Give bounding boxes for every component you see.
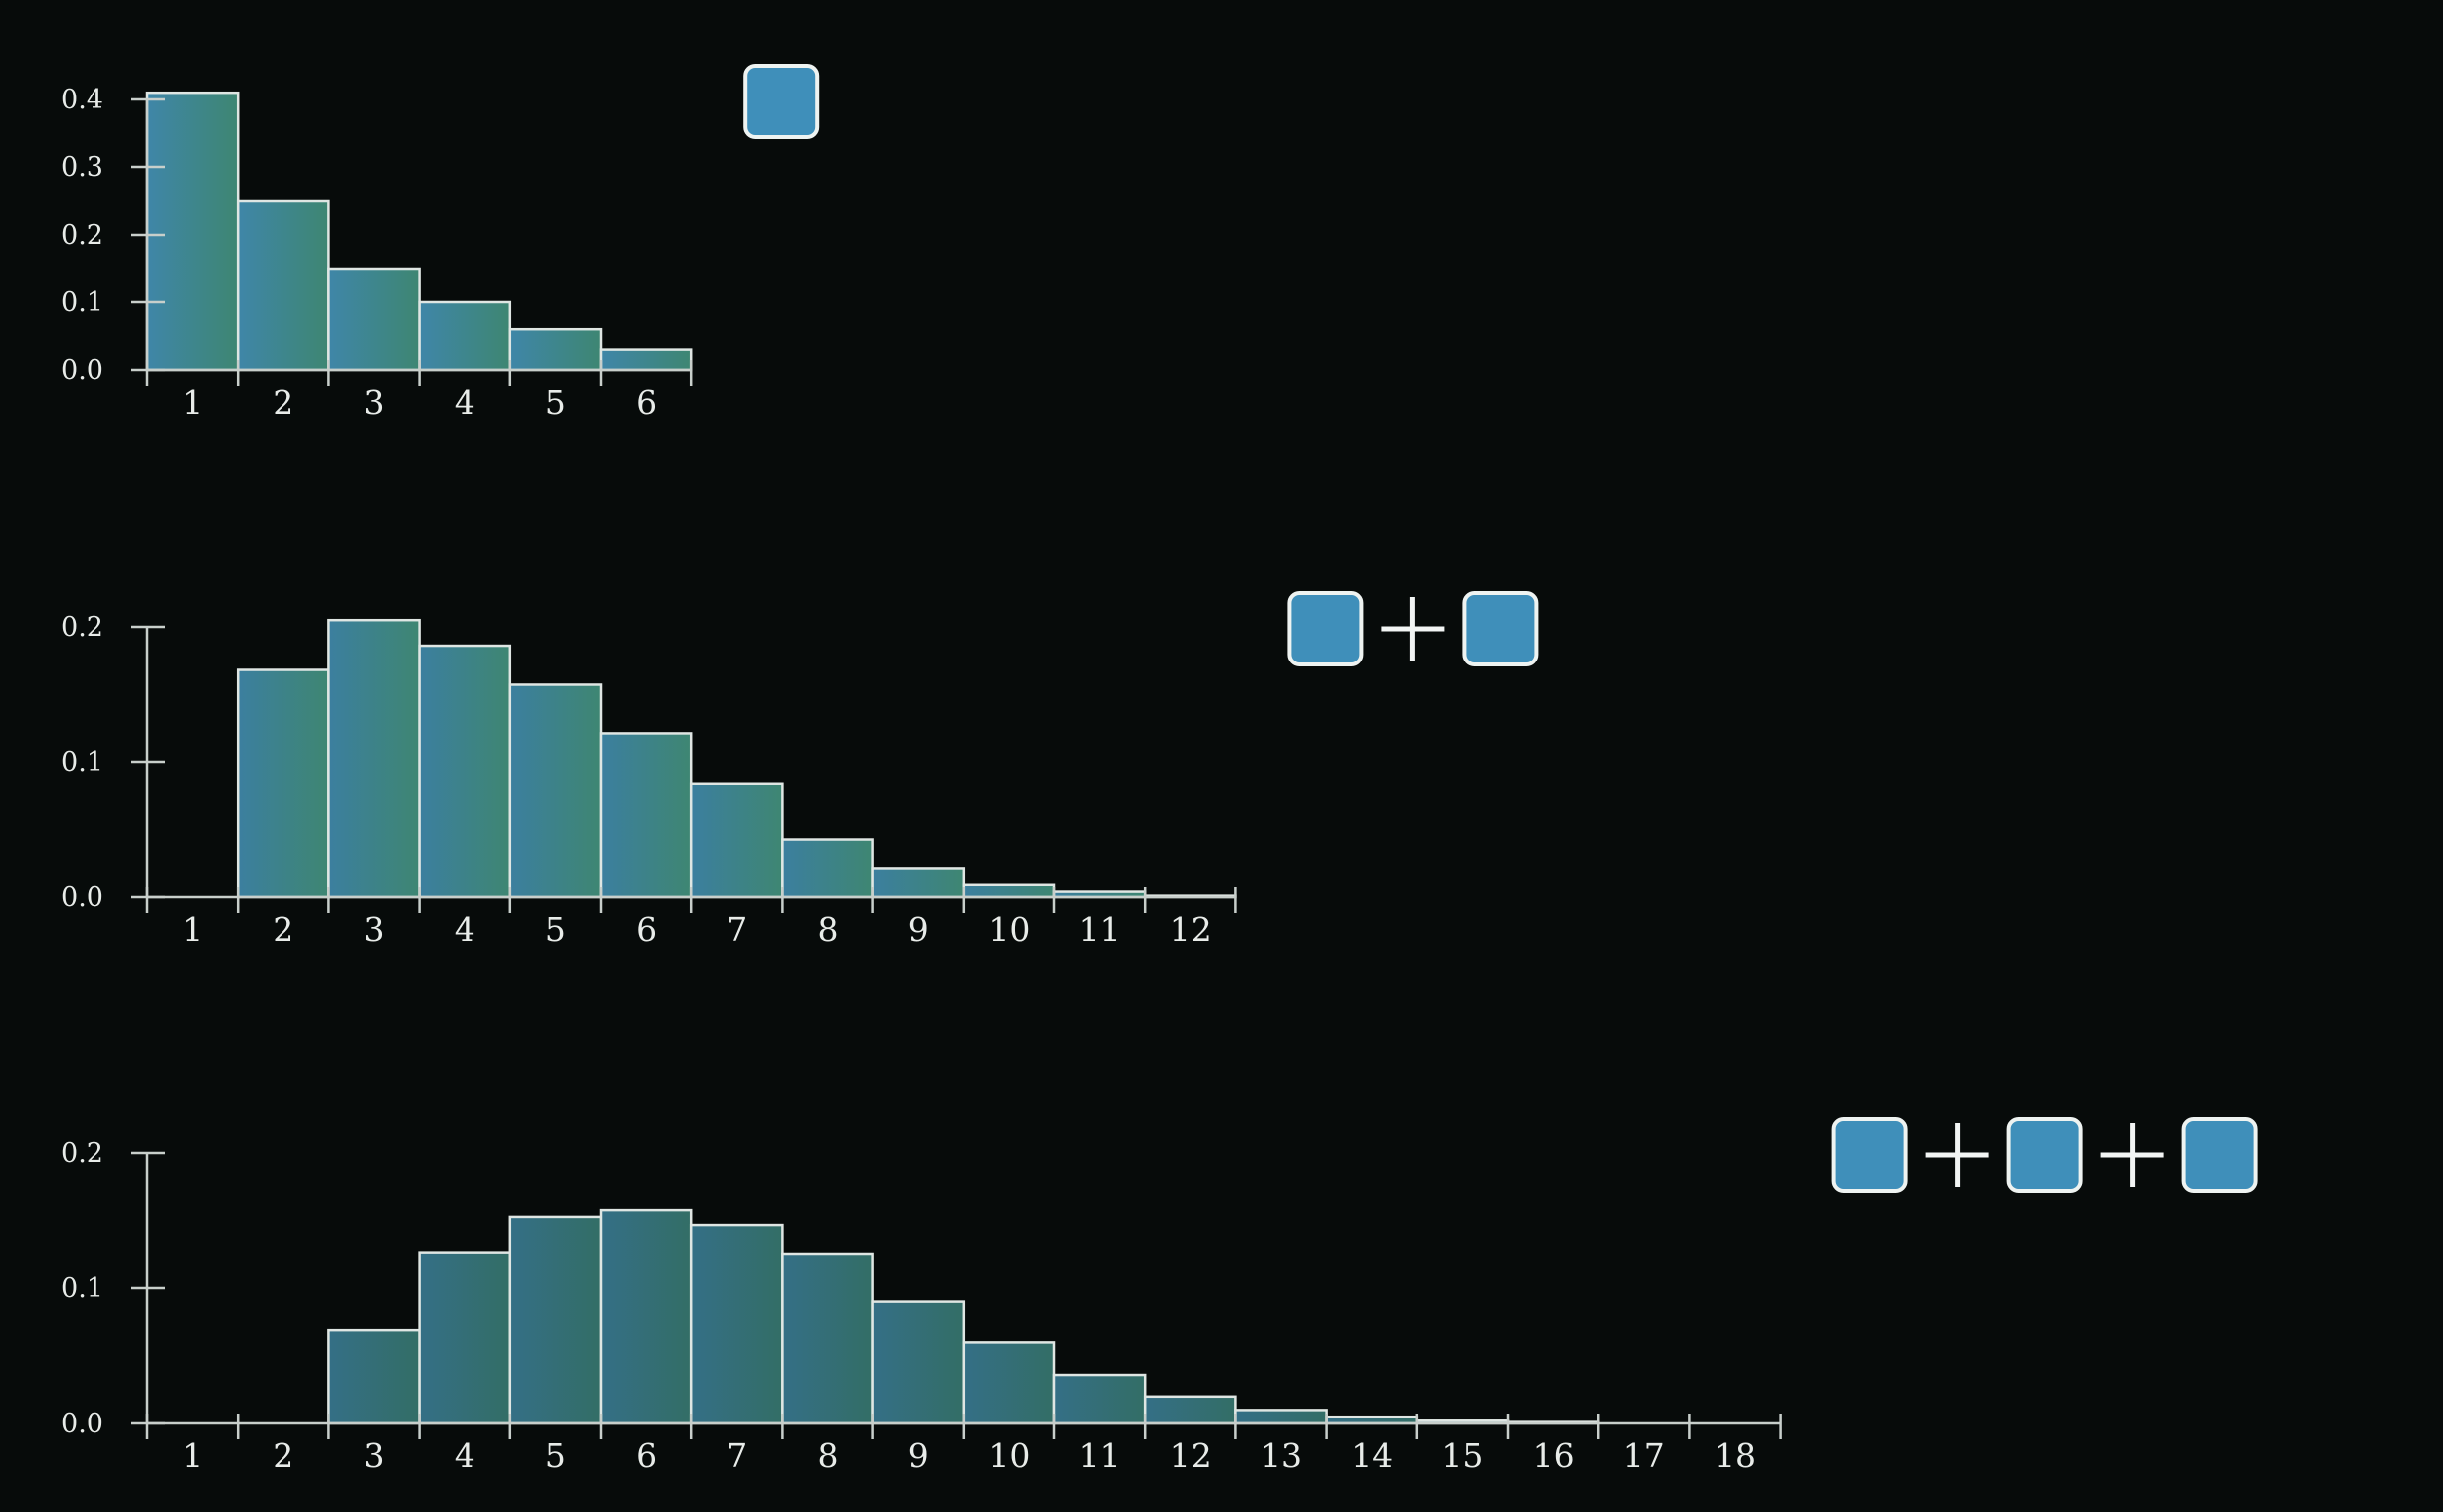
y-tick-label: 0.0	[61, 882, 103, 913]
x-tick-label: 5	[545, 910, 566, 949]
x-tick-label: 6	[636, 1436, 657, 1475]
histogram-3-bar-4	[418, 1251, 512, 1425]
x-tick-label: 9	[908, 910, 929, 949]
histogram-1-bar-4	[418, 300, 512, 372]
x-tick-label: 11	[1079, 1436, 1121, 1475]
histogram-3-bar-12	[1143, 1395, 1237, 1425]
histogram-3-bar-13	[1234, 1409, 1328, 1425]
histogram-2-bar-9	[871, 867, 966, 899]
x-tick-label: 8	[818, 910, 839, 949]
histogram-2: 1 2 3 4 5 6 7 8 9 10 11 120.00.10.2	[61, 591, 1539, 949]
x-tick-label: 2	[273, 910, 293, 949]
y-tick-label: 0.1	[61, 1273, 103, 1304]
x-tick-label: 18	[1714, 1436, 1756, 1475]
x-tick-label: 12	[1170, 1436, 1212, 1475]
x-tick-label: 4	[455, 910, 475, 949]
histogram-2-bar-4	[418, 644, 512, 899]
x-tick-label: 3	[364, 1436, 385, 1475]
x-tick-label: 7	[726, 1436, 747, 1475]
x-tick-label: 1	[182, 910, 203, 949]
histogram-3-bar-8	[781, 1252, 874, 1425]
histogram-2-bar-7	[689, 782, 784, 899]
plus-icon	[1381, 597, 1445, 661]
y-tick-label: 0.1	[61, 747, 103, 778]
histogram-2-bar-6	[599, 732, 693, 899]
y-tick-label: 0.1	[61, 287, 103, 318]
histogram-3-bar-3	[327, 1328, 421, 1425]
x-tick-label: 7	[726, 910, 747, 949]
histogram-1-bar-3	[327, 267, 421, 372]
x-tick-label: 12	[1170, 910, 1212, 949]
die-icon	[1831, 1117, 1908, 1193]
histogram-2-bar-5	[508, 683, 603, 899]
x-tick-label: 8	[818, 1436, 839, 1475]
histogram-2-bar-3	[327, 618, 421, 899]
x-tick-label: 4	[455, 1436, 475, 1475]
histogram-1-bar-5	[508, 327, 603, 372]
histogram-3-bar-6	[599, 1208, 693, 1425]
histogram-2-bar-2	[236, 668, 330, 899]
die-icon	[2006, 1117, 2083, 1193]
x-tick-label: 5	[545, 383, 566, 422]
plus-icon	[1925, 1123, 1989, 1187]
x-tick-label: 3	[364, 383, 385, 422]
x-tick-label: 9	[908, 1436, 929, 1475]
x-tick-label: 10	[988, 910, 1030, 949]
y-tick-label: 0.2	[61, 1138, 103, 1169]
x-tick-label: 2	[273, 1436, 293, 1475]
x-tick-label: 15	[1441, 1436, 1483, 1475]
dice-sum-expression	[1831, 1117, 2258, 1193]
x-tick-label: 1	[182, 1436, 203, 1475]
histogram-1-bar-2	[236, 199, 330, 372]
x-tick-label: 14	[1351, 1436, 1393, 1475]
x-tick-label: 16	[1533, 1436, 1575, 1475]
plus-icon	[2100, 1123, 2164, 1187]
die-icon	[2181, 1117, 2258, 1193]
histogram-3-bar-9	[871, 1300, 966, 1425]
x-tick-label: 10	[988, 1436, 1030, 1475]
histogram-3-bar-5	[508, 1215, 603, 1425]
die-icon	[743, 64, 820, 139]
x-tick-label: 4	[455, 383, 475, 422]
x-tick-label: 5	[545, 1436, 566, 1475]
histogram-3-bar-11	[1052, 1373, 1147, 1425]
x-tick-label: 13	[1260, 1436, 1302, 1475]
x-tick-label: 2	[273, 383, 293, 422]
y-tick-label: 0.4	[61, 85, 103, 115]
x-tick-label: 17	[1623, 1436, 1665, 1475]
histogram-2-bar-8	[781, 838, 874, 899]
histogram-1-bar-1	[145, 91, 240, 372]
dice-sum-expression	[1287, 591, 1539, 666]
histogram-1: 1 2 3 4 5 6 0.0 0.1 0.2 0.3 0.4	[61, 64, 820, 422]
x-tick-label: 6	[636, 383, 657, 422]
die-icon	[1287, 591, 1364, 666]
histogram-3-bar-10	[962, 1341, 1056, 1425]
y-tick-label: 0.3	[61, 152, 103, 183]
histogram-3-bar-7	[689, 1223, 784, 1425]
x-tick-label: 6	[636, 910, 657, 949]
histogram-stack: 1 2 3 4 5 60.00.10.20.30.41 2 3 4 5 6 7 8 9 10 11 120.00…	[61, 64, 2258, 1475]
histogram-3: 1 2 3 4 5 6 7 8 9 10 11 12 13 14 15 16 17 180.00.10.2	[61, 1117, 2258, 1475]
y-tick-label: 0.2	[61, 612, 103, 643]
histogram-1-bar-6	[599, 348, 693, 372]
x-tick-label: 11	[1079, 910, 1121, 949]
y-tick-label: 0.0	[61, 1409, 103, 1439]
dice-sum-expression	[743, 64, 820, 139]
x-tick-label: 3	[364, 910, 385, 949]
y-tick-label: 0.0	[61, 355, 103, 386]
histogram-2-bar-10	[962, 883, 1056, 899]
x-tick-label: 1	[182, 383, 203, 422]
y-tick-label: 0.2	[61, 220, 103, 251]
die-icon	[1462, 591, 1539, 666]
